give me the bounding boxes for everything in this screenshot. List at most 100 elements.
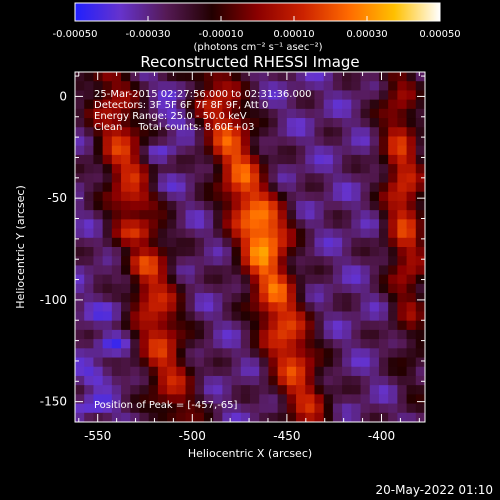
heatmap-cell	[277, 348, 288, 359]
heatmap-cell	[286, 265, 297, 276]
heatmap-cell	[240, 375, 251, 386]
heatmap-cell	[121, 136, 131, 147]
heatmap-cell	[360, 118, 371, 128]
heatmap-cell	[406, 182, 417, 193]
heatmap-cell	[203, 72, 214, 82]
heatmap-cell	[222, 145, 233, 156]
heatmap-cell	[139, 127, 150, 138]
heatmap-cell	[203, 81, 214, 92]
heatmap-cell	[259, 293, 270, 303]
heatmap-cell	[342, 329, 352, 340]
heatmap-cell	[194, 228, 205, 239]
heatmap-cell	[369, 99, 380, 110]
heatmap-cell	[84, 99, 95, 110]
heatmap-cell	[305, 145, 316, 156]
heatmap-cell	[102, 348, 113, 359]
heatmap-cell	[84, 265, 95, 276]
heatmap-cell	[148, 357, 159, 368]
heatmap-cell	[139, 311, 150, 322]
heatmap-cell	[240, 191, 251, 202]
heatmap-cell	[259, 302, 270, 313]
heatmap-cell	[305, 366, 316, 377]
heatmap-cell	[259, 348, 270, 359]
heatmap-cell	[185, 237, 196, 248]
heatmap-cell	[369, 403, 380, 414]
heatmap-cell	[250, 108, 260, 119]
heatmap-cell	[111, 311, 122, 322]
heatmap-cell	[342, 394, 352, 405]
heatmap-cell	[259, 329, 270, 340]
heatmap-cell	[305, 108, 316, 119]
heatmap-cell	[121, 412, 131, 422]
heatmap-cell	[157, 375, 168, 386]
heatmap-cell	[296, 348, 306, 359]
heatmap-cell	[231, 256, 242, 267]
heatmap-cell	[213, 164, 223, 174]
heatmap-cell	[323, 357, 334, 368]
heatmap-cell	[286, 320, 297, 331]
heatmap-cell	[296, 293, 306, 303]
heatmap-cell	[360, 366, 371, 377]
heatmap-cell	[314, 403, 325, 414]
heatmap-cell	[203, 385, 214, 395]
heatmap-cell	[397, 320, 408, 331]
heatmap-cell	[222, 302, 233, 313]
heatmap-cell	[139, 357, 150, 368]
heatmap-cell	[213, 302, 223, 313]
heatmap-cell	[323, 127, 334, 138]
heatmap-cell	[259, 173, 270, 184]
heatmap-cell	[167, 200, 177, 211]
heatmap-cell	[360, 265, 371, 276]
heatmap-cell	[121, 81, 131, 92]
heatmap-cell	[406, 237, 417, 248]
heatmap-cell	[332, 228, 343, 239]
heatmap-cell	[167, 145, 177, 156]
heatmap-cell	[167, 219, 177, 230]
heatmap-cell	[369, 164, 380, 174]
heatmap-cell	[415, 191, 425, 202]
heatmap-cell	[93, 357, 104, 368]
heatmap-cell	[203, 99, 214, 110]
heatmap-cell	[93, 127, 104, 138]
heatmap-cell	[415, 339, 425, 349]
heatmap-cell	[314, 256, 325, 267]
heatmap-cell	[250, 403, 260, 414]
heatmap-cell	[277, 366, 288, 377]
heatmap-cell	[111, 403, 122, 414]
heatmap-cell	[194, 173, 205, 184]
heatmap-cell	[259, 357, 270, 368]
heatmap-cell	[305, 136, 316, 147]
heatmap-cell	[148, 164, 159, 174]
heatmap-cell	[157, 339, 168, 349]
heatmap-cell	[378, 108, 389, 119]
heatmap-cell	[286, 118, 297, 128]
heatmap-cell	[323, 72, 334, 82]
heatmap-cell	[93, 200, 104, 211]
heatmap-cell	[148, 375, 159, 386]
heatmap-cell	[314, 385, 325, 395]
heatmap-cell	[406, 136, 417, 147]
heatmap-cell	[93, 403, 104, 414]
heatmap-cell	[84, 145, 95, 156]
heatmap-cell	[176, 357, 187, 368]
heatmap-cell	[360, 329, 371, 340]
heatmap-cell	[93, 256, 104, 267]
heatmap-cell	[415, 412, 425, 422]
heatmap-cell	[397, 293, 408, 303]
heatmap-cell	[84, 274, 95, 285]
heatmap-cell	[139, 385, 150, 395]
heatmap-cells	[75, 72, 425, 422]
heatmap-cell	[139, 173, 150, 184]
heatmap-cell	[415, 403, 425, 414]
heatmap-cell	[296, 394, 306, 405]
heatmap-cell	[332, 118, 343, 128]
heatmap-cell	[213, 412, 223, 422]
heatmap-cell	[148, 302, 159, 313]
heatmap-cell	[176, 274, 187, 285]
heatmap-cell	[231, 320, 242, 331]
heatmap-cell	[176, 412, 187, 422]
heatmap-cell	[360, 99, 371, 110]
heatmap-cell	[351, 375, 362, 386]
heatmap-cell	[286, 329, 297, 340]
heatmap-cell	[259, 108, 270, 119]
